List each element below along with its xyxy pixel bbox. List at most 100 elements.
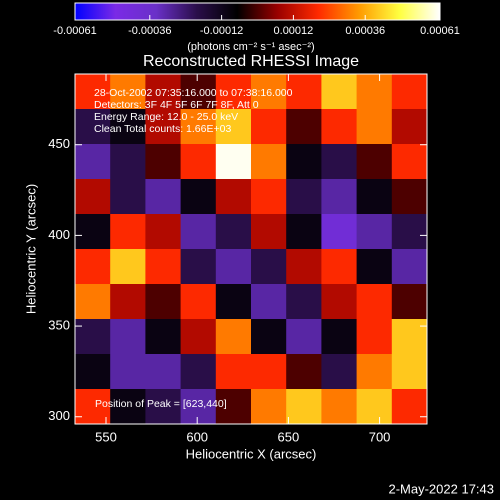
heat-cell <box>145 319 182 355</box>
heat-cell <box>391 354 428 390</box>
heat-cell <box>180 144 217 180</box>
heat-cell <box>110 74 146 110</box>
colorbar-tick-label: -0.00012 <box>200 25 243 37</box>
heat-cell <box>145 144 182 180</box>
heat-cell <box>180 249 217 285</box>
heat-cell <box>321 389 358 425</box>
heat-cell <box>391 144 428 180</box>
colorbar-tick-label: -0.00036 <box>128 25 171 37</box>
heat-cell <box>391 319 428 355</box>
colorbar-tick-label: -0.00061 <box>53 25 96 37</box>
annotation: Clean Total counts: 1.66E+03 <box>94 123 231 135</box>
x-tick-label: 550 <box>95 429 117 444</box>
image-layer <box>75 74 428 425</box>
heat-cell <box>356 249 393 285</box>
y-tick-label: 450 <box>48 136 70 151</box>
heat-cell <box>110 144 146 180</box>
heat-cell <box>251 354 287 390</box>
y-tick-label: 350 <box>48 318 70 333</box>
heat-cell <box>391 74 428 110</box>
heat-cell <box>145 109 182 145</box>
heat-cell <box>110 109 146 145</box>
heat-cell <box>75 389 111 425</box>
timestamp: 2-May-2022 17:43 <box>388 481 494 496</box>
colorbar-tick-label: 0.00061 <box>420 25 460 37</box>
heat-cell <box>251 214 287 250</box>
y-tick-label: 300 <box>48 408 70 423</box>
heat-cell <box>110 249 146 285</box>
heat-cell <box>286 249 322 285</box>
heat-cell <box>215 144 252 180</box>
heat-cell <box>215 249 252 285</box>
heat-cell <box>321 144 358 180</box>
heat-cell <box>145 284 182 320</box>
heat-cell <box>356 354 393 390</box>
heat-cell <box>356 319 393 355</box>
heat-cell <box>321 179 358 215</box>
colorbar-tick-label: 0.00036 <box>345 25 385 37</box>
x-tick-label: 650 <box>278 429 300 444</box>
heat-cell <box>286 179 322 215</box>
heat-cell <box>75 319 111 355</box>
heat-cell <box>356 214 393 250</box>
plot-frame <box>74 73 428 425</box>
heat-cell <box>145 214 182 250</box>
heat-cell <box>321 319 358 355</box>
heat-cell <box>251 249 287 285</box>
heat-cell <box>180 354 217 390</box>
heat-cell <box>321 214 358 250</box>
heat-cell <box>110 214 146 250</box>
heat-cell <box>180 109 217 145</box>
heat-cell <box>180 179 217 215</box>
heat-cell <box>215 319 252 355</box>
heat-cell <box>286 214 322 250</box>
heat-cell <box>75 74 111 110</box>
heat-cell <box>391 214 428 250</box>
heat-cell <box>391 249 428 285</box>
heat-cell <box>75 214 111 250</box>
heat-cell <box>251 284 287 320</box>
heat-cell <box>110 319 146 355</box>
heat-cell <box>391 179 428 215</box>
colorbar-frame <box>74 2 441 21</box>
heat-cell <box>286 389 322 425</box>
y-tick-label: 400 <box>48 227 70 242</box>
heat-cell <box>321 284 358 320</box>
heat-cell <box>321 249 358 285</box>
heat-cell <box>286 319 322 355</box>
heat-cell <box>75 144 111 180</box>
heat-cell <box>215 74 252 110</box>
heat-cell <box>145 389 182 425</box>
x-tick-label: 700 <box>369 429 391 444</box>
heat-cell <box>356 109 393 145</box>
heat-cell <box>391 109 428 145</box>
heat-cell <box>75 354 111 390</box>
heat-cell <box>356 144 393 180</box>
heat-cell <box>215 284 252 320</box>
heat-cell <box>356 389 393 425</box>
heat-cell <box>215 179 252 215</box>
heat-cell <box>110 354 146 390</box>
colorbar-tick-label: 0.00012 <box>274 25 314 37</box>
peak-note: Position of Peak = [623,440] <box>95 398 227 410</box>
heat-cell <box>356 74 393 110</box>
heat-cell <box>286 284 322 320</box>
colorbar-label: (photons cm⁻² s⁻¹ asec⁻²) <box>187 41 314 53</box>
heat-cell <box>391 389 428 425</box>
heat-cell <box>286 74 322 110</box>
heat-cell <box>75 109 111 145</box>
heat-cell <box>286 109 322 145</box>
heat-cell <box>75 179 111 215</box>
heat-cell <box>251 74 287 110</box>
heat-cell <box>145 179 182 215</box>
heat-cell <box>110 284 146 320</box>
heat-cell <box>356 179 393 215</box>
heat-cell <box>180 389 217 425</box>
heat-cell <box>286 144 322 180</box>
heat-cell <box>215 389 252 425</box>
chart-title: Reconstructed RHESSI Image <box>143 53 359 70</box>
heat-cell <box>75 249 111 285</box>
heat-cell <box>180 319 217 355</box>
heat-cell <box>356 284 393 320</box>
